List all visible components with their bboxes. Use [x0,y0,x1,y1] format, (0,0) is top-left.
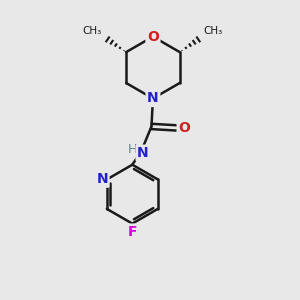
Text: N: N [97,172,108,186]
Text: O: O [147,30,159,44]
Text: CH₃: CH₃ [204,26,223,36]
Text: F: F [128,225,137,239]
Text: O: O [178,121,190,135]
Text: N: N [147,92,159,106]
Text: CH₃: CH₃ [83,26,102,36]
Text: N: N [137,146,148,160]
Text: H: H [128,143,138,157]
